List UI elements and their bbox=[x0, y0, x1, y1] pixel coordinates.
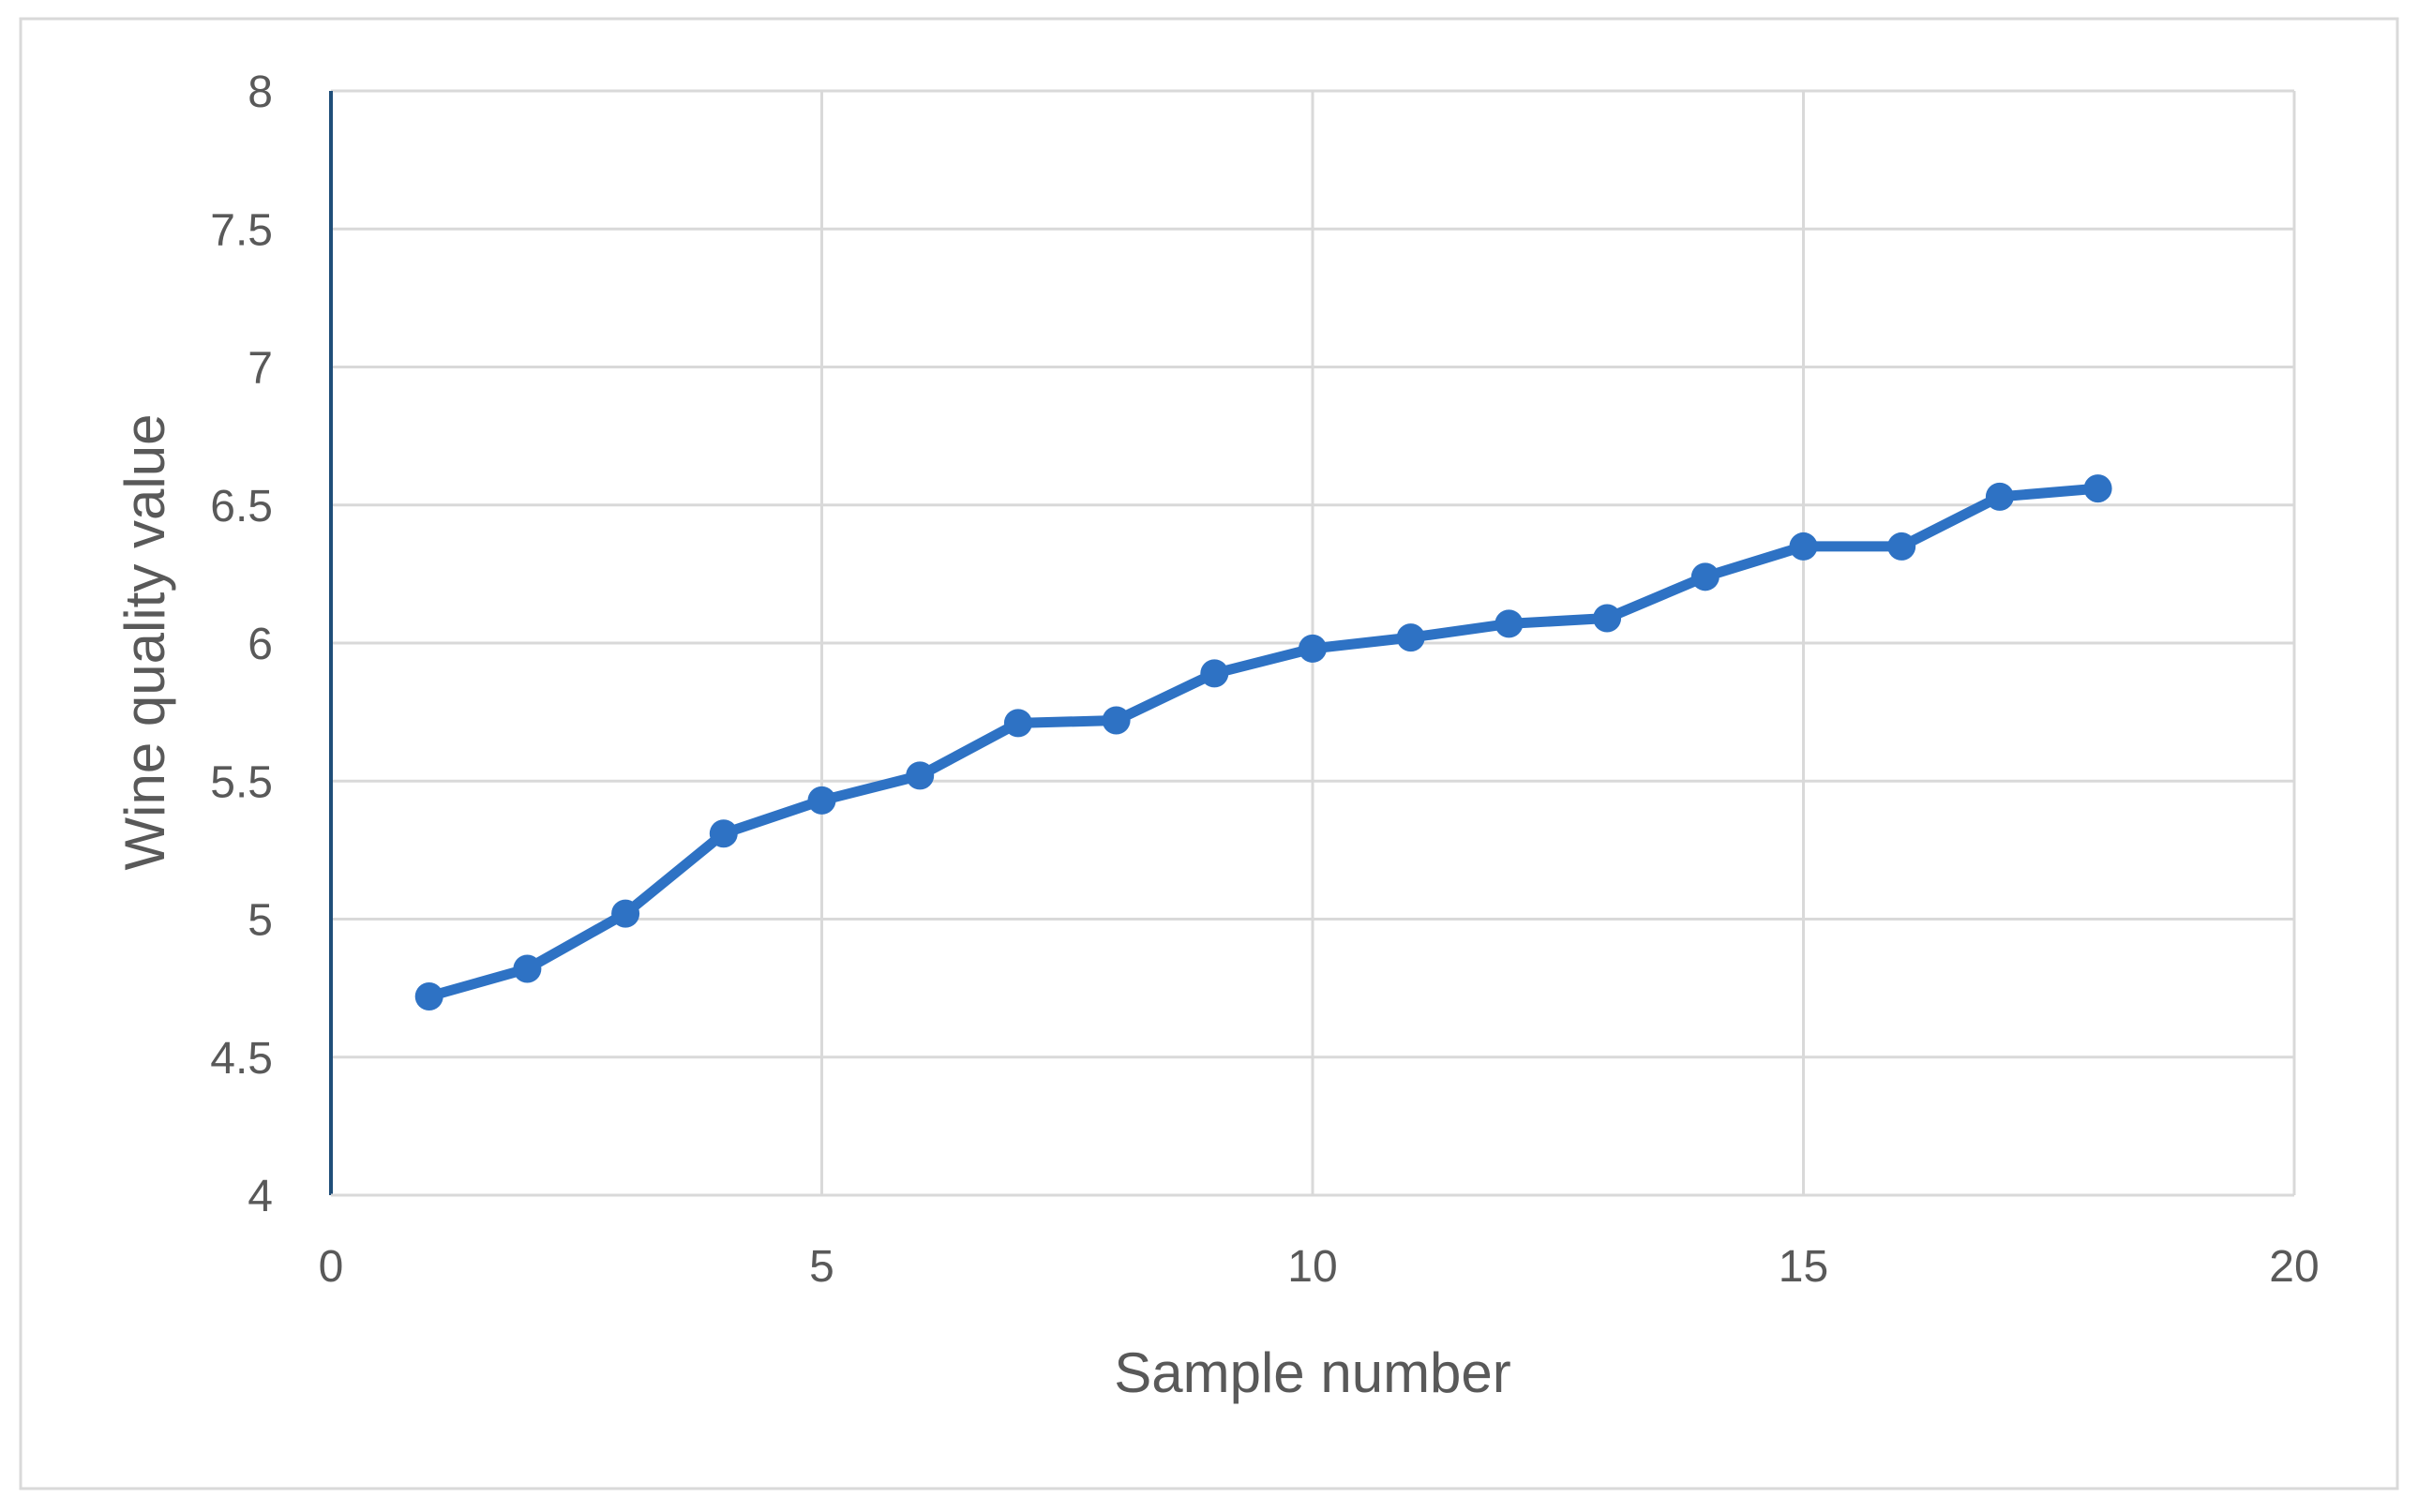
y-axis-title: Wine quality value bbox=[113, 414, 176, 871]
data-point bbox=[1299, 634, 1327, 663]
y-tick-label: 6 bbox=[248, 620, 273, 669]
x-tick-label: 0 bbox=[319, 1242, 344, 1292]
data-point bbox=[611, 899, 640, 928]
x-tick-label: 5 bbox=[809, 1242, 834, 1292]
data-point bbox=[807, 786, 836, 815]
data-series bbox=[414, 474, 2112, 1010]
y-tick-label: 4.5 bbox=[210, 1034, 273, 1084]
series-line bbox=[424, 483, 2104, 1002]
data-point bbox=[1690, 562, 1720, 591]
data-point bbox=[1200, 659, 1229, 688]
y-tick-label: 4 bbox=[248, 1172, 273, 1221]
y-tick-label: 6.5 bbox=[210, 482, 273, 531]
y-tick-label: 5.5 bbox=[210, 757, 273, 807]
x-tick-label: 10 bbox=[1287, 1242, 1337, 1292]
gridlines bbox=[331, 89, 2296, 1195]
data-point bbox=[1396, 623, 1425, 652]
data-point bbox=[1102, 706, 1131, 735]
x-tick-label: 20 bbox=[2269, 1242, 2319, 1292]
y-tick-label: 7 bbox=[248, 344, 273, 394]
data-point bbox=[414, 981, 443, 1010]
data-point bbox=[1985, 482, 2014, 511]
data-point bbox=[2083, 474, 2112, 503]
chart-frame bbox=[19, 17, 2399, 1490]
data-point bbox=[906, 761, 935, 790]
x-axis-title: Sample number bbox=[1114, 1341, 1511, 1404]
data-point bbox=[1887, 531, 1916, 561]
tick-labels: 4 4.5 5 5.5 6 6.5 7 7.5 8 0 5 10 15 20 bbox=[210, 67, 2319, 1292]
data-point bbox=[1593, 604, 1622, 633]
y-tick-label: 7.5 bbox=[210, 205, 273, 255]
data-point bbox=[1494, 609, 1524, 638]
y-tick-label: 5 bbox=[248, 896, 273, 946]
data-point bbox=[709, 819, 738, 848]
x-tick-label: 15 bbox=[1779, 1242, 1828, 1292]
y-tick-label: 8 bbox=[248, 67, 273, 117]
data-point bbox=[1003, 709, 1032, 738]
data-point bbox=[513, 954, 542, 983]
data-point bbox=[1789, 531, 1818, 561]
axes bbox=[329, 91, 2294, 1197]
